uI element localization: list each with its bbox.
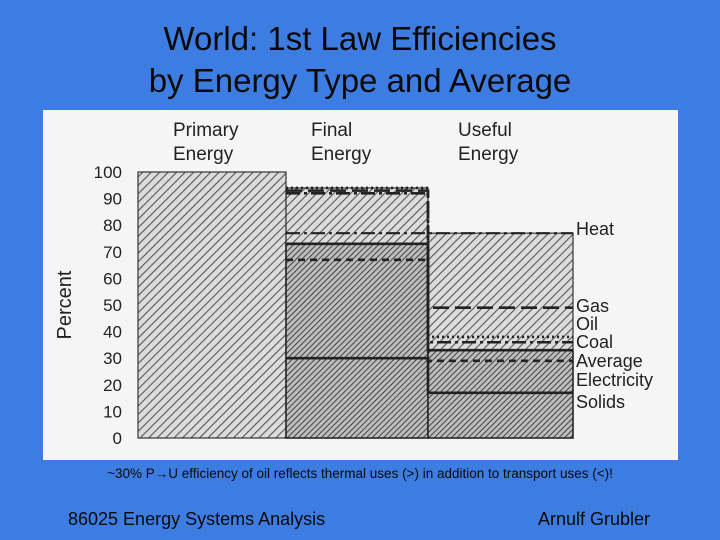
bar-areas bbox=[137, 171, 574, 439]
y-tick-label: 20 bbox=[103, 376, 122, 395]
y-tick-label: 80 bbox=[103, 216, 122, 235]
slide-title: World: 1st Law Efficiencies by Energy Ty… bbox=[0, 18, 720, 102]
bar-area-1 bbox=[137, 171, 287, 439]
series-label-electricity: Electricity bbox=[576, 370, 653, 390]
stage-label: Energy bbox=[173, 144, 234, 165]
y-tick-label: 70 bbox=[103, 243, 122, 262]
efficiency-chart: 0 10 20 30 40 50 60 70 80 90 100 Percent Primary Ene… bbox=[54, 120, 653, 448]
series-lines bbox=[286, 186, 573, 395]
y-tick-label: 100 bbox=[94, 163, 122, 182]
footer-course: 86025 Energy Systems Analysis bbox=[68, 509, 326, 529]
y-axis-label: Percent bbox=[54, 270, 76, 339]
series-line-solids bbox=[286, 356, 573, 395]
series-label-oil: Oil bbox=[576, 314, 598, 334]
series-label-coal: Coal bbox=[576, 332, 613, 352]
stage-label: Final bbox=[311, 120, 352, 141]
title-line-1: World: 1st Law Efficiencies bbox=[163, 20, 557, 57]
stage-label: Energy bbox=[311, 144, 372, 165]
title-line-2: by Energy Type and Average bbox=[148, 62, 572, 99]
chart-caption: ~30% P→U efficiency of oil reflects ther… bbox=[107, 466, 613, 481]
average-area-2 bbox=[285, 243, 429, 439]
y-axis: 0 10 20 30 40 50 60 70 80 90 100 Percent bbox=[54, 163, 122, 448]
series-line-coal bbox=[286, 191, 573, 344]
series-label-gas: Gas bbox=[576, 296, 609, 316]
series-label-average: Average bbox=[576, 351, 643, 371]
y-tick-label: 60 bbox=[103, 269, 122, 288]
average-area-3 bbox=[427, 349, 574, 439]
series-label-solids: Solids bbox=[576, 392, 625, 412]
stage-label: Useful bbox=[458, 120, 512, 141]
y-tick-label: 50 bbox=[103, 296, 122, 315]
chart-panel: 0 10 20 30 40 50 60 70 80 90 100 Percent Primary Ene… bbox=[43, 110, 678, 460]
y-tick-label: 10 bbox=[103, 402, 122, 421]
series-label-heat: Heat bbox=[576, 219, 614, 239]
stage-labels: Primary Energy Final Energy Useful Energy bbox=[173, 120, 519, 165]
y-tick-label: 90 bbox=[103, 190, 122, 209]
y-tick-label: 40 bbox=[103, 323, 122, 342]
stage-label: Primary bbox=[173, 120, 239, 141]
series-line-average bbox=[286, 242, 573, 352]
footer-author: Arnulf Grubler bbox=[537, 509, 650, 529]
y-tick-label: 0 bbox=[113, 429, 122, 448]
stage-label: Energy bbox=[458, 144, 519, 165]
series-line-electricity bbox=[286, 258, 573, 363]
y-tick-label: 30 bbox=[103, 349, 122, 368]
